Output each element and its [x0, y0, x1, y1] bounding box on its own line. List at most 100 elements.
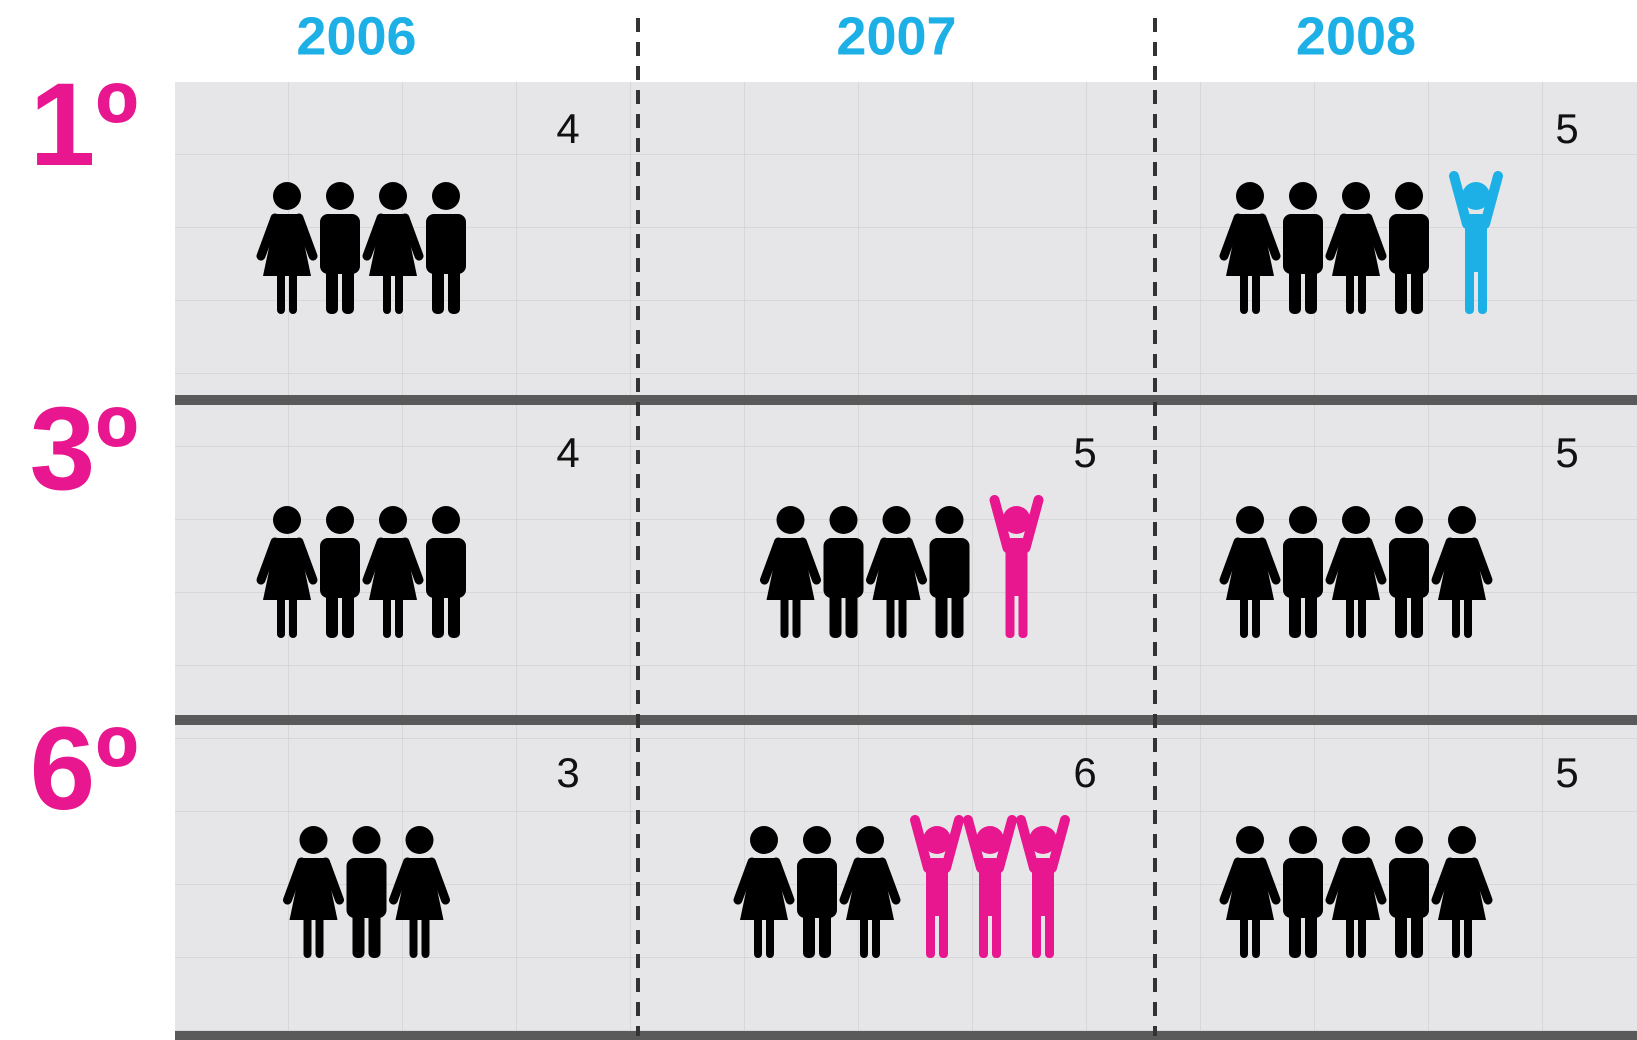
person-part [320, 214, 360, 274]
person-part [432, 182, 460, 210]
person-part [910, 815, 964, 873]
person-part [1283, 538, 1323, 598]
person-group [1219, 171, 1503, 314]
person-part [1452, 594, 1460, 638]
person-part [1029, 826, 1057, 854]
person-group [1219, 826, 1493, 958]
person-part [803, 826, 831, 854]
value-label: 5 [1555, 429, 1578, 476]
person-part [754, 914, 762, 958]
person-part [1411, 262, 1423, 314]
person-part [273, 182, 301, 210]
person-part [1325, 857, 1387, 905]
person-part [326, 506, 354, 534]
person-part [797, 858, 837, 918]
person-part [1283, 214, 1323, 274]
person-part [432, 506, 460, 534]
person-part [866, 537, 927, 585]
column-label: 2007 [836, 6, 956, 66]
person-part [823, 538, 864, 598]
person-part [898, 594, 907, 638]
person-part [872, 914, 880, 958]
column-label: 2008 [1296, 6, 1416, 66]
person-part [342, 586, 354, 638]
person-part [1389, 858, 1429, 918]
person-part [845, 586, 858, 638]
person-part [1005, 586, 1015, 638]
person-part [289, 270, 297, 314]
person-part [409, 914, 418, 958]
value-label: 4 [556, 429, 579, 476]
person-part [1252, 270, 1260, 314]
person-part [383, 270, 391, 314]
person-part [992, 906, 1001, 958]
person-part [766, 914, 774, 958]
person-part [273, 506, 301, 534]
person-part [1342, 182, 1370, 210]
value-label: 6 [1073, 749, 1096, 796]
person-part [963, 815, 1017, 873]
person-part [1431, 857, 1493, 905]
person-part [1305, 906, 1317, 958]
person-part [1462, 182, 1490, 210]
person-part [1016, 815, 1070, 873]
person-part [1305, 586, 1317, 638]
person-part [926, 858, 948, 916]
person-part [803, 906, 815, 958]
person-part [256, 213, 318, 261]
person-part [1395, 906, 1407, 958]
person-part [733, 857, 795, 905]
person-part [368, 906, 381, 958]
person-part [1236, 182, 1264, 210]
person-part [979, 906, 988, 958]
person-part [1219, 857, 1281, 905]
person-part [839, 857, 901, 905]
person-group [256, 182, 466, 314]
person-part [1358, 914, 1366, 958]
person-part [395, 270, 403, 314]
person-part [1236, 826, 1264, 854]
person-part [379, 182, 407, 210]
person-part [760, 537, 821, 585]
person-part [1346, 270, 1354, 314]
person-part [989, 495, 1044, 553]
person-part [1395, 182, 1423, 210]
person-part [1018, 586, 1028, 638]
person-group [256, 506, 466, 638]
person-part [362, 537, 424, 585]
person-part [299, 826, 328, 854]
person-part [819, 906, 831, 958]
row-label: 1º [30, 59, 139, 191]
person-part [750, 826, 778, 854]
person-part [1342, 506, 1370, 534]
person-group [283, 826, 450, 958]
row-separator [175, 395, 1637, 405]
person-part [935, 586, 948, 638]
person-part [352, 906, 365, 958]
person-part [1289, 506, 1317, 534]
person-part [1240, 270, 1248, 314]
person-part [1002, 506, 1031, 534]
person-group [1219, 506, 1493, 638]
person-part [389, 857, 450, 905]
person-part [1005, 538, 1028, 596]
person-part [1325, 213, 1387, 261]
value-label: 3 [556, 749, 579, 796]
person-part [829, 586, 842, 638]
person-part [1395, 826, 1423, 854]
person-part [1431, 537, 1493, 585]
person-part [1358, 270, 1366, 314]
person-part [346, 858, 387, 918]
person-part [320, 538, 360, 598]
person-part [792, 594, 801, 638]
person-part [352, 826, 381, 854]
person-part [326, 262, 338, 314]
person-part [383, 594, 391, 638]
person-part [1342, 826, 1370, 854]
person-part [1045, 906, 1054, 958]
person-part [283, 857, 344, 905]
person-part [1449, 171, 1503, 229]
person-part [976, 826, 1004, 854]
person-part [1032, 906, 1041, 958]
